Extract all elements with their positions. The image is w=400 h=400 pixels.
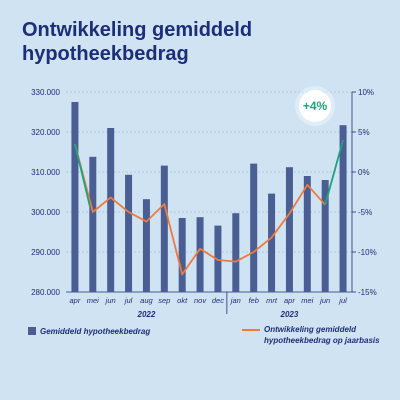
x-tick-label: jan (230, 296, 241, 305)
y-right-tick-label: 5% (358, 128, 370, 137)
bar (107, 128, 115, 292)
x-tick-label: sep (158, 296, 170, 305)
bar (89, 156, 97, 292)
bar (250, 163, 258, 292)
y-right-tick-label: -15% (358, 288, 377, 297)
series-line-first-segment (74, 143, 91, 207)
y-left-tick-label: 300.000 (31, 208, 60, 217)
x-tick-label: aug (140, 296, 153, 305)
series-line-last-segment (324, 139, 344, 206)
year-label: 2023 (280, 310, 299, 319)
x-tick-label: jul (338, 296, 347, 305)
legend-bar-swatch (28, 327, 36, 335)
bar (285, 167, 293, 292)
y-left-tick-label: 320.000 (31, 128, 60, 137)
y-left-tick-label: 330.000 (31, 88, 60, 97)
bar (268, 193, 276, 292)
bar (321, 180, 329, 292)
y-right-tick-label: -10% (358, 248, 377, 257)
bar (303, 176, 311, 292)
y-left-tick-label: 310.000 (31, 168, 60, 177)
bar (178, 218, 186, 292)
x-tick-label: dec (212, 296, 224, 305)
legend-line: Ontwikkeling gemiddeld hypotheekbedrag o… (242, 324, 380, 346)
x-tick-label: jul (124, 296, 133, 305)
x-tick-label: jun (319, 296, 330, 305)
legend-bar: Gemiddeld hypotheekbedrag (28, 326, 150, 337)
bar (232, 213, 240, 292)
legend-line-label-1: Ontwikkeling gemiddeld (264, 325, 357, 334)
bar (196, 217, 204, 292)
y-right-tick-label: -5% (358, 208, 372, 217)
legend-line-swatch (242, 329, 260, 331)
bar (142, 199, 150, 292)
y-left-tick-label: 290.000 (31, 248, 60, 257)
legend-bar-label: Gemiddeld hypotheekbedrag (40, 327, 151, 336)
x-tick-label: mei (301, 296, 313, 305)
x-tick-label: feb (248, 296, 258, 305)
x-tick-label: mrt (266, 296, 278, 305)
x-tick-label: okt (177, 296, 188, 305)
bar (125, 174, 133, 292)
y-right-tick-label: 0% (358, 168, 370, 177)
bar (339, 125, 347, 292)
annotation-bubble (299, 90, 332, 122)
series-line (74, 143, 326, 276)
chart-title: Ontwikkeling gemiddeld hypotheekbedrag (22, 19, 253, 65)
annotation-label: +4% (303, 99, 328, 113)
y-right-tick-label: 10% (358, 88, 374, 97)
x-tick-label: apr (70, 296, 81, 305)
legend-line-label-2: hypotheekbedrag op jaarbasis (264, 336, 380, 345)
bar (71, 102, 79, 292)
bar (160, 165, 168, 292)
x-tick-label: jun (105, 296, 116, 305)
x-tick-label: mei (87, 296, 99, 305)
x-tick-label: apr (284, 296, 295, 305)
y-left-tick-label: 280.000 (31, 288, 60, 297)
bar (214, 225, 222, 292)
x-tick-label: nov (194, 296, 207, 305)
year-label: 2022 (137, 310, 156, 319)
annotation-halo (295, 86, 336, 126)
